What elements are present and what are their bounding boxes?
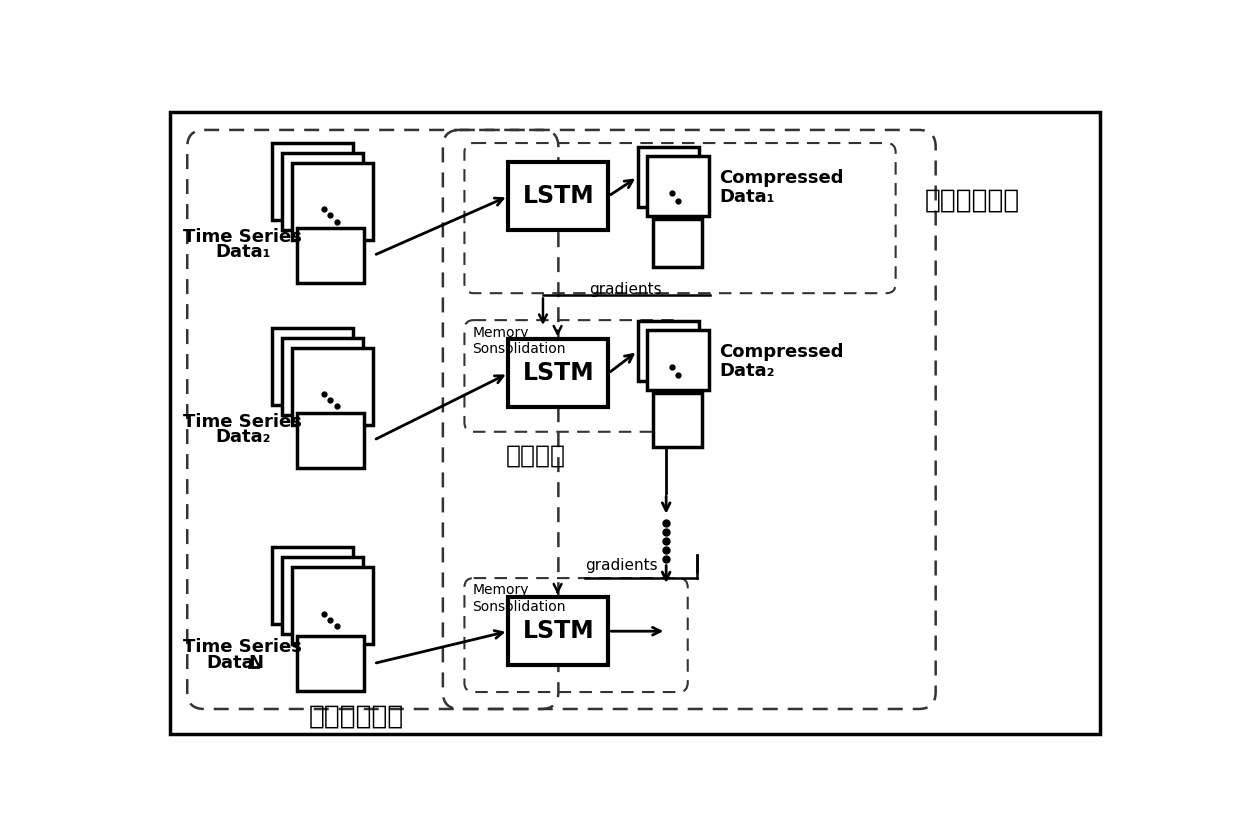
Text: Memory
Sonsolidation: Memory Sonsolidation bbox=[472, 326, 566, 356]
Bar bbox=[271, 547, 353, 624]
Bar bbox=[292, 163, 373, 240]
Bar bbox=[508, 597, 608, 665]
Bar bbox=[292, 567, 373, 644]
Bar bbox=[296, 636, 364, 691]
Text: gradients: gradients bbox=[590, 282, 662, 297]
Text: Time Series: Time Series bbox=[183, 413, 302, 430]
Bar bbox=[653, 219, 703, 267]
Bar bbox=[508, 340, 608, 407]
Text: Data₂: Data₂ bbox=[720, 362, 774, 380]
Bar bbox=[296, 413, 364, 468]
Text: N: N bbox=[249, 654, 264, 671]
Text: LSTM: LSTM bbox=[523, 362, 595, 385]
Text: 训练过程压缩: 训练过程压缩 bbox=[926, 188, 1020, 214]
Bar bbox=[282, 338, 363, 414]
Bar bbox=[282, 557, 363, 634]
Bar bbox=[292, 348, 373, 425]
Bar bbox=[296, 227, 364, 284]
Text: Time Series: Time Series bbox=[183, 227, 302, 246]
Bar bbox=[653, 393, 703, 447]
Text: LSTM: LSTM bbox=[523, 184, 595, 208]
Text: Memory
Sonsolidation: Memory Sonsolidation bbox=[472, 583, 566, 613]
Text: 记忆巩固: 记忆巩固 bbox=[506, 443, 565, 467]
Text: Data: Data bbox=[207, 654, 254, 671]
Text: Compressed: Compressed bbox=[720, 343, 844, 362]
Bar bbox=[271, 328, 353, 405]
Bar bbox=[282, 153, 363, 230]
Bar bbox=[508, 162, 608, 230]
Bar bbox=[647, 330, 709, 390]
Bar bbox=[271, 143, 353, 220]
Text: Time Series: Time Series bbox=[183, 638, 302, 656]
Text: Data₂: Data₂ bbox=[214, 428, 270, 446]
Text: Data₁: Data₁ bbox=[214, 243, 270, 261]
Bar bbox=[638, 320, 699, 381]
Text: gradients: gradients bbox=[585, 558, 658, 573]
Bar bbox=[647, 156, 709, 216]
Text: 训练数据准备: 训练数据准备 bbox=[309, 704, 404, 730]
Bar bbox=[638, 147, 699, 207]
Text: LSTM: LSTM bbox=[523, 619, 595, 644]
Text: Compressed: Compressed bbox=[720, 169, 844, 187]
Text: Data₁: Data₁ bbox=[720, 188, 774, 206]
